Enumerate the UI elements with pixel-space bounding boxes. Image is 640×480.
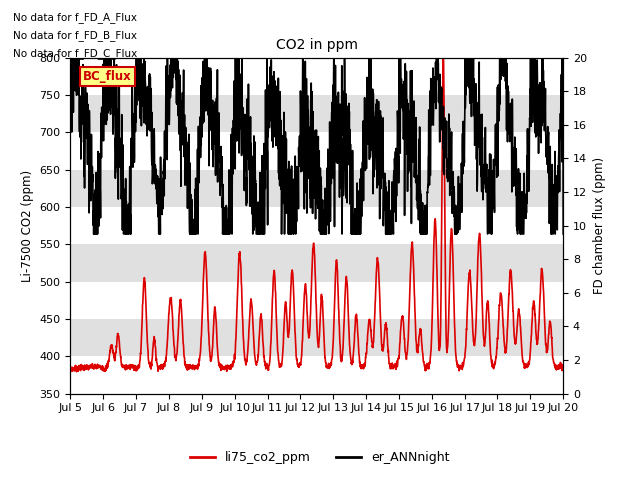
Text: No data for f_FD_C_Flux: No data for f_FD_C_Flux: [13, 48, 137, 60]
Y-axis label: Li-7500 CO2 (ppm): Li-7500 CO2 (ppm): [21, 169, 34, 282]
Bar: [70, 319, 563, 356]
Title: CO2 in ppm: CO2 in ppm: [276, 38, 358, 52]
Y-axis label: FD chamber flux (ppm): FD chamber flux (ppm): [593, 157, 605, 294]
Bar: [70, 169, 563, 207]
Bar: [70, 244, 563, 282]
Text: BC_flux: BC_flux: [83, 70, 132, 83]
Text: No data for f_FD_B_Flux: No data for f_FD_B_Flux: [13, 30, 137, 41]
Text: No data for f_FD_A_Flux: No data for f_FD_A_Flux: [13, 12, 137, 23]
Bar: [70, 95, 563, 132]
Legend: li75_co2_ppm, er_ANNnight: li75_co2_ppm, er_ANNnight: [186, 446, 454, 469]
